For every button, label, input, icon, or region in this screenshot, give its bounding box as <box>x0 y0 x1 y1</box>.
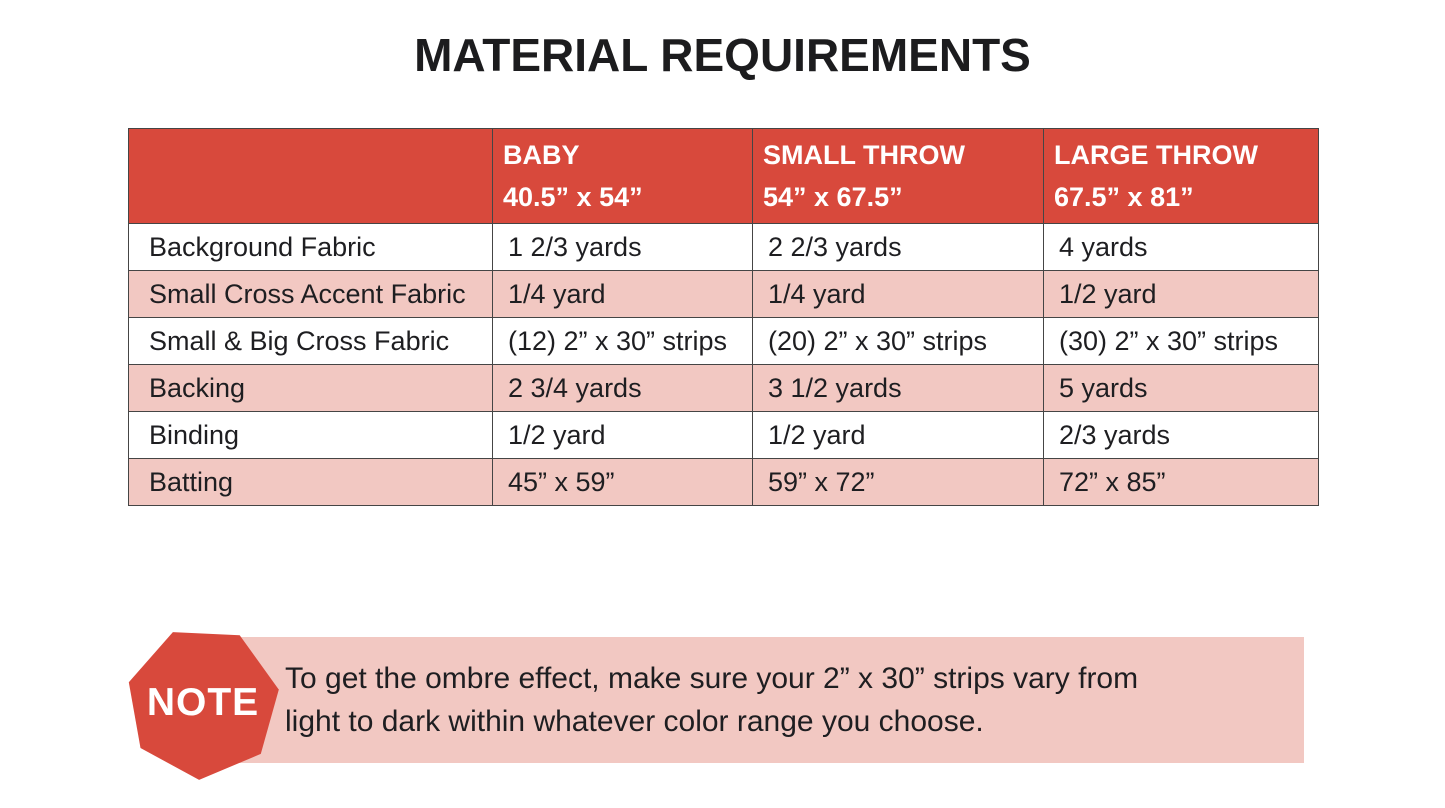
table-row-small-big-cross-fabric: Small & Big Cross Fabric (12) 2” x 30” s… <box>128 317 1319 365</box>
table-header-row: BABY 40.5” x 54” SMALL THROW 54” x 67.5”… <box>128 128 1319 224</box>
table-row-backing: Backing 2 3/4 yards 3 1/2 yards 5 yards <box>128 364 1319 412</box>
cell-large-throw: 72” x 85” <box>1043 458 1319 506</box>
cell-large-throw: 4 yards <box>1043 223 1319 271</box>
cell-baby: 1/4 yard <box>492 270 753 318</box>
row-label: Binding <box>128 411 493 459</box>
column-name: BABY <box>503 140 580 170</box>
table-row-binding: Binding 1/2 yard 1/2 yard 2/3 yards <box>128 411 1319 459</box>
page-title: MATERIAL REQUIREMENTS <box>414 29 1031 81</box>
cell-baby: 45” x 59” <box>492 458 753 506</box>
cell-small-throw: (20) 2” x 30” strips <box>752 317 1044 365</box>
column-size: 40.5” x 54” <box>503 182 643 212</box>
cell-large-throw: (30) 2” x 30” strips <box>1043 317 1319 365</box>
header-cell-small-throw: SMALL THROW 54” x 67.5” <box>752 128 1044 224</box>
cell-baby: 1 2/3 yards <box>492 223 753 271</box>
header-cell-baby: BABY 40.5” x 54” <box>492 128 753 224</box>
row-label: Batting <box>128 458 493 506</box>
cell-large-throw: 1/2 yard <box>1043 270 1319 318</box>
cell-large-throw: 2/3 yards <box>1043 411 1319 459</box>
cell-small-throw: 1/2 yard <box>752 411 1044 459</box>
note-heptagon-icon <box>128 632 279 780</box>
cell-small-throw: 2 2/3 yards <box>752 223 1044 271</box>
note-badge-label: NOTE <box>146 681 260 724</box>
cell-small-throw: 3 1/2 yards <box>752 364 1044 412</box>
row-label: Background Fabric <box>128 223 493 271</box>
cell-baby: 2 3/4 yards <box>492 364 753 412</box>
cell-large-throw: 5 yards <box>1043 364 1319 412</box>
cell-small-throw: 59” x 72” <box>752 458 1044 506</box>
row-label: Small Cross Accent Fabric <box>128 270 493 318</box>
column-name: LARGE THROW <box>1054 140 1258 170</box>
note-text-line-1: To get the ombre effect, make sure your … <box>285 662 1139 695</box>
note-text-line-2: light to dark within whatever color rang… <box>285 705 984 738</box>
row-label: Backing <box>128 364 493 412</box>
table-row-background-fabric: Background Fabric 1 2/3 yards 2 2/3 yard… <box>128 223 1319 271</box>
cell-baby: (12) 2” x 30” strips <box>492 317 753 365</box>
column-size: 54” x 67.5” <box>763 182 903 212</box>
column-size: 67.5” x 81” <box>1054 182 1194 212</box>
table-row-small-cross-accent-fabric: Small Cross Accent Fabric 1/4 yard 1/4 y… <box>128 270 1319 318</box>
note-callout: To get the ombre effect, make sure your … <box>215 637 1304 763</box>
column-name: SMALL THROW <box>763 140 965 170</box>
header-cell-large-throw: LARGE THROW 67.5” x 81” <box>1043 128 1319 224</box>
header-cell-empty <box>128 128 493 224</box>
table-row-batting: Batting 45” x 59” 59” x 72” 72” x 85” <box>128 458 1319 506</box>
row-label: Small & Big Cross Fabric <box>128 317 493 365</box>
material-requirements-table: BABY 40.5” x 54” SMALL THROW 54” x 67.5”… <box>128 128 1319 506</box>
cell-baby: 1/2 yard <box>492 411 753 459</box>
cell-small-throw: 1/4 yard <box>752 270 1044 318</box>
